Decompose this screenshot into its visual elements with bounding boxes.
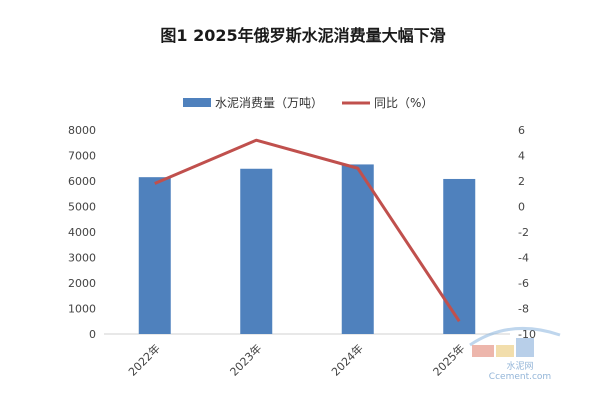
bar xyxy=(341,164,374,334)
watermark-block-yellow xyxy=(496,345,514,357)
x-axis: 2022年 2023年 2024年 2025年 xyxy=(125,341,467,378)
bar xyxy=(240,168,273,334)
y-left-tick-label: 3000 xyxy=(68,252,96,265)
y-right-tick-label: -4 xyxy=(518,252,529,265)
watermark: 水泥网 Ccement.com xyxy=(469,326,561,382)
legend-swatch-bar xyxy=(183,98,211,107)
series-line xyxy=(154,138,461,323)
watermark-block-red xyxy=(472,345,494,357)
y-right-tick-label: 4 xyxy=(518,150,525,163)
line-series xyxy=(154,138,461,323)
y-left-tick-label: 6000 xyxy=(68,175,96,188)
y-right-tick-label: 0 xyxy=(518,201,525,214)
y-left-axis: 0 1000 2000 3000 4000 5000 6000 7000 8000 xyxy=(68,124,96,341)
y-left-tick-label: 8000 xyxy=(68,124,96,137)
y-left-tick-label: 4000 xyxy=(68,226,96,239)
legend-label-line: 同比（%） xyxy=(374,96,433,110)
legend: 水泥消费量（万吨） 同比（%） xyxy=(183,96,433,110)
x-tick-label: 2024年 xyxy=(328,341,365,378)
x-tick-label: 2025年 xyxy=(430,341,467,378)
y-right-tick-label: -6 xyxy=(518,277,529,290)
watermark-swoosh xyxy=(469,326,561,347)
legend-label-bar: 水泥消费量（万吨） xyxy=(215,96,323,110)
chart-title: 图1 2025年俄罗斯水泥消费量大幅下滑 xyxy=(160,26,445,45)
y-right-tick-label: 6 xyxy=(518,124,525,137)
y-right-tick-label: -2 xyxy=(518,226,529,239)
watermark-text: 水泥网 xyxy=(506,360,533,372)
bar-series xyxy=(138,164,476,334)
y-left-tick-label: 0 xyxy=(89,328,96,341)
y-right-tick-label: 2 xyxy=(518,175,525,188)
x-tick-label: 2022年 xyxy=(125,341,162,378)
y-left-tick-label: 2000 xyxy=(68,277,96,290)
y-right-axis: -10 -8 -6 -4 -2 0 2 4 6 xyxy=(518,124,536,341)
y-right-tick-label: -10 xyxy=(518,328,536,341)
bar xyxy=(443,178,476,334)
y-left-tick-label: 1000 xyxy=(68,303,96,316)
x-tick-label: 2023年 xyxy=(227,341,264,378)
bar xyxy=(138,177,171,334)
y-left-tick-label: 5000 xyxy=(68,201,96,214)
y-right-tick-label: -8 xyxy=(518,303,529,316)
y-left-tick-label: 7000 xyxy=(68,150,96,163)
watermark-block-blue xyxy=(516,338,534,357)
watermark-subtext: Ccement.com xyxy=(489,372,551,382)
